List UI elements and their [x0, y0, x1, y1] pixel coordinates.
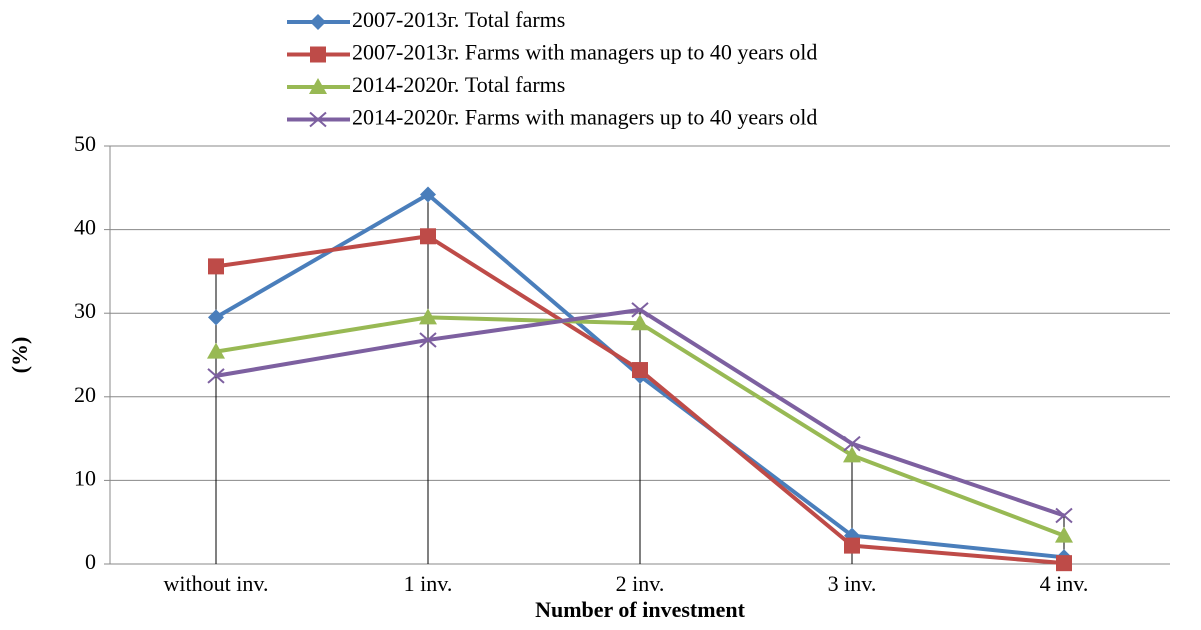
- marker: [631, 314, 649, 331]
- x-axis-title: Number of investment: [535, 597, 745, 622]
- x-tick-label: 2 inv.: [616, 571, 665, 596]
- marker: [419, 332, 437, 348]
- marker: [208, 258, 224, 275]
- legend-label: 2007-2013г. Total farms: [352, 7, 565, 32]
- marker: [1055, 526, 1073, 543]
- legend-marker: [309, 78, 327, 94]
- marker: [843, 435, 861, 452]
- x-tick-label: 1 inv.: [404, 571, 453, 596]
- marker: [1056, 555, 1072, 572]
- y-tick-label: 0: [85, 549, 96, 574]
- legend-marker: [310, 46, 326, 63]
- legend-label: 2007-2013г. Farms with managers up to 40…: [352, 40, 817, 65]
- y-tick-label: 10: [74, 465, 96, 490]
- marker: [207, 342, 225, 359]
- marker: [1055, 507, 1073, 524]
- marker: [631, 302, 649, 318]
- marker: [632, 362, 648, 379]
- y-axis-title: (%): [7, 337, 32, 374]
- y-tick-label: 20: [74, 382, 96, 407]
- marker: [420, 186, 436, 203]
- marker: [419, 308, 437, 325]
- marker: [843, 446, 861, 463]
- x-tick-label: 3 inv.: [828, 571, 877, 596]
- y-tick-label: 50: [74, 131, 96, 156]
- y-tick-label: 30: [74, 298, 96, 323]
- x-tick-label: 4 inv.: [1040, 571, 1089, 596]
- marker: [420, 228, 436, 245]
- legend-marker: [309, 111, 327, 128]
- marker: [208, 309, 224, 326]
- marker: [207, 368, 225, 384]
- y-tick-label: 40: [74, 215, 96, 240]
- x-tick-label: without inv.: [164, 571, 269, 596]
- legend-label: 2014-2020г. Total farms: [352, 72, 565, 97]
- marker: [844, 537, 860, 554]
- legend-marker: [310, 14, 326, 30]
- legend-label: 2014-2020г. Farms with managers up to 40…: [352, 105, 817, 130]
